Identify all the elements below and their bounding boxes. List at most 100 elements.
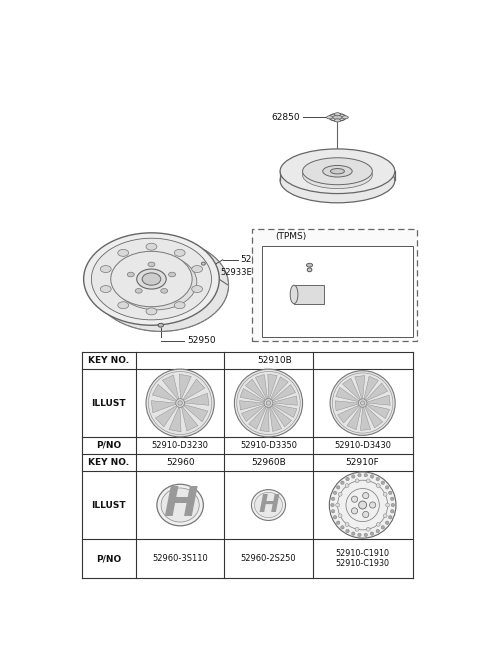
Ellipse shape bbox=[202, 262, 205, 265]
Polygon shape bbox=[269, 407, 282, 432]
Polygon shape bbox=[366, 383, 388, 401]
Circle shape bbox=[331, 503, 334, 507]
Circle shape bbox=[341, 481, 344, 484]
Circle shape bbox=[370, 532, 374, 535]
Circle shape bbox=[234, 369, 302, 437]
Ellipse shape bbox=[254, 492, 282, 518]
Circle shape bbox=[341, 526, 344, 529]
Circle shape bbox=[329, 472, 396, 538]
Ellipse shape bbox=[335, 119, 340, 122]
Polygon shape bbox=[336, 388, 359, 401]
Polygon shape bbox=[184, 405, 208, 422]
Polygon shape bbox=[156, 405, 177, 427]
Ellipse shape bbox=[115, 254, 197, 310]
Text: 52960-2S250: 52960-2S250 bbox=[240, 554, 296, 563]
Polygon shape bbox=[364, 376, 378, 399]
Text: 52960B: 52960B bbox=[251, 458, 286, 467]
Polygon shape bbox=[183, 379, 205, 400]
Circle shape bbox=[385, 521, 389, 524]
Circle shape bbox=[366, 479, 370, 483]
Polygon shape bbox=[337, 405, 360, 423]
Circle shape bbox=[376, 478, 380, 481]
Polygon shape bbox=[245, 379, 266, 400]
Circle shape bbox=[360, 401, 365, 405]
Polygon shape bbox=[169, 407, 181, 432]
Circle shape bbox=[370, 502, 376, 508]
Polygon shape bbox=[367, 396, 390, 405]
Ellipse shape bbox=[146, 243, 157, 250]
Ellipse shape bbox=[157, 484, 204, 526]
Circle shape bbox=[359, 399, 367, 407]
Text: 52960: 52960 bbox=[166, 458, 194, 467]
Text: 62850: 62850 bbox=[272, 113, 300, 122]
Ellipse shape bbox=[146, 308, 157, 315]
Circle shape bbox=[362, 493, 369, 499]
Text: 52910-D3350: 52910-D3350 bbox=[240, 441, 297, 450]
Ellipse shape bbox=[330, 169, 345, 174]
Circle shape bbox=[386, 503, 390, 507]
Text: P/NO: P/NO bbox=[96, 441, 121, 450]
Circle shape bbox=[336, 521, 340, 524]
Polygon shape bbox=[360, 407, 371, 430]
Circle shape bbox=[266, 401, 271, 405]
Ellipse shape bbox=[135, 288, 142, 293]
Text: 52950: 52950 bbox=[187, 336, 216, 345]
Ellipse shape bbox=[168, 272, 176, 277]
Ellipse shape bbox=[148, 262, 155, 267]
Circle shape bbox=[358, 533, 361, 537]
Circle shape bbox=[359, 501, 367, 509]
Ellipse shape bbox=[192, 265, 203, 273]
Text: KEY NO.: KEY NO. bbox=[88, 356, 130, 365]
Circle shape bbox=[351, 475, 355, 478]
Circle shape bbox=[362, 511, 369, 518]
Ellipse shape bbox=[329, 114, 346, 121]
Circle shape bbox=[364, 474, 368, 477]
Ellipse shape bbox=[290, 285, 298, 304]
Circle shape bbox=[364, 533, 368, 537]
Polygon shape bbox=[240, 388, 264, 402]
Circle shape bbox=[388, 491, 392, 495]
Text: 52910F: 52910F bbox=[346, 458, 380, 467]
Text: 52933K: 52933K bbox=[331, 248, 369, 259]
Polygon shape bbox=[347, 407, 361, 430]
Text: 52910B: 52910B bbox=[257, 356, 292, 365]
Polygon shape bbox=[271, 377, 288, 399]
Polygon shape bbox=[249, 407, 266, 429]
Ellipse shape bbox=[161, 288, 168, 293]
Text: P/NO: P/NO bbox=[96, 554, 121, 563]
Polygon shape bbox=[181, 407, 198, 431]
Polygon shape bbox=[240, 401, 264, 410]
Ellipse shape bbox=[252, 489, 286, 520]
Polygon shape bbox=[272, 384, 296, 401]
Circle shape bbox=[381, 481, 384, 484]
Polygon shape bbox=[268, 374, 277, 399]
Bar bbox=[262, 246, 413, 337]
Circle shape bbox=[376, 484, 380, 487]
Circle shape bbox=[383, 514, 387, 518]
Text: ILLUST: ILLUST bbox=[92, 399, 126, 407]
Ellipse shape bbox=[302, 158, 372, 185]
Text: 52910-C1910
52910-C1930: 52910-C1910 52910-C1930 bbox=[336, 549, 390, 568]
Text: 52933D: 52933D bbox=[340, 286, 373, 295]
Text: KEY NO.: KEY NO. bbox=[88, 458, 130, 467]
Ellipse shape bbox=[306, 263, 312, 267]
Ellipse shape bbox=[307, 268, 312, 272]
Circle shape bbox=[338, 492, 342, 496]
Text: H: H bbox=[163, 485, 197, 525]
Ellipse shape bbox=[118, 250, 129, 256]
Circle shape bbox=[331, 497, 335, 501]
Ellipse shape bbox=[100, 265, 111, 273]
Ellipse shape bbox=[84, 233, 219, 325]
Text: 24537: 24537 bbox=[336, 256, 363, 264]
Circle shape bbox=[345, 522, 349, 526]
Circle shape bbox=[391, 510, 394, 513]
Ellipse shape bbox=[323, 166, 352, 177]
Circle shape bbox=[351, 508, 358, 514]
Circle shape bbox=[355, 479, 359, 483]
Circle shape bbox=[330, 371, 395, 436]
Circle shape bbox=[351, 496, 358, 503]
Text: 52910-D3430: 52910-D3430 bbox=[334, 441, 391, 450]
Circle shape bbox=[351, 532, 355, 535]
Circle shape bbox=[370, 475, 374, 478]
Ellipse shape bbox=[174, 250, 185, 256]
